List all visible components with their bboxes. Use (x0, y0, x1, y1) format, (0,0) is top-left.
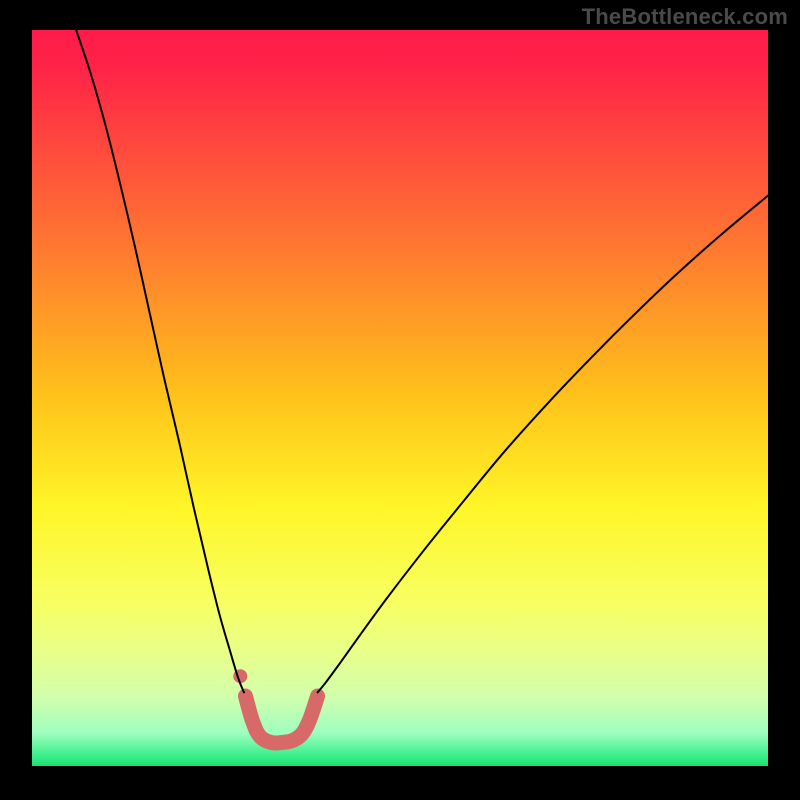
chart-frame: TheBottleneck.com (0, 0, 800, 800)
gradient-background (32, 30, 768, 766)
plot-area (32, 30, 768, 766)
watermark-text: TheBottleneck.com (582, 4, 788, 30)
bottleneck-curve-chart (32, 30, 768, 766)
